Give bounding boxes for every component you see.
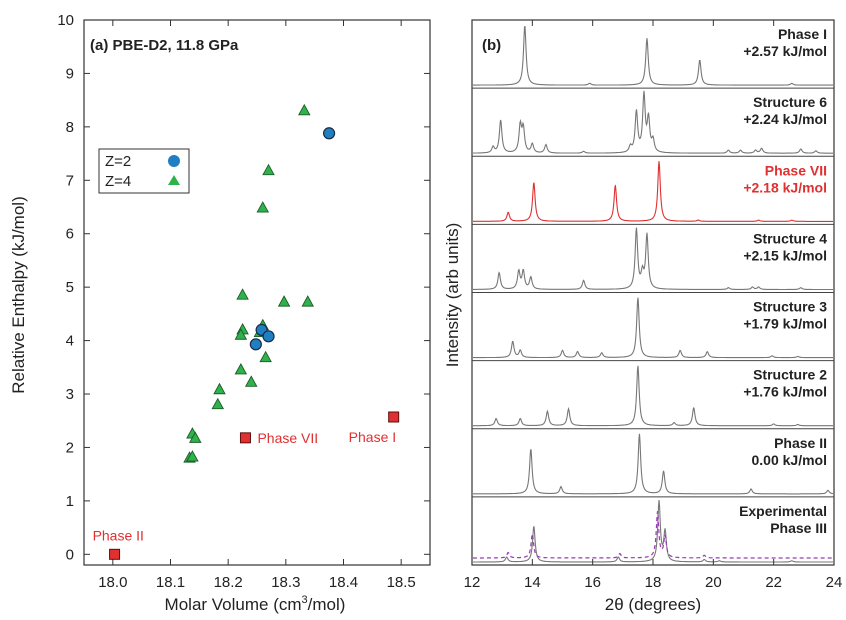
trace-label-name: Phase VII [765,162,827,178]
data-point-z4 [213,382,226,395]
y-tick-label: 0 [66,546,74,563]
trace-label-energy: 0.00 kJ/mol [752,452,828,468]
panel-a-ticks: 18.0 18.1 18.2 18.3 18.4 18.5 0 1 2 3 4 5 6 7 8 9 10 [57,12,430,591]
xrd-trace [473,161,833,222]
xrd-trace [473,433,834,495]
xrd-trace [473,25,833,86]
trace-label-name: Structure 6 [753,94,827,110]
x-tick-label: 12 [464,574,481,591]
trace-label-name: Structure 2 [753,367,827,383]
panel-a-x-axis-label: Molar Volume (cm3/mol) [165,594,346,614]
panel-a-y-axis-label: Relative Enthalpy (kJ/mol) [9,196,28,393]
xrd-trace [473,365,833,427]
data-point-z4 [234,328,248,340]
y-tick-label: 7 [66,172,74,189]
data-point-z4 [262,163,275,176]
data-point-z4 [234,363,248,375]
trace-label-energy: +2.15 kJ/mol [743,247,827,263]
data-point-phase [109,548,121,560]
x-tick-label: 16 [584,574,601,591]
trace-label-energy: +2.24 kJ/mol [743,111,827,127]
panel-b-x-axis-label: 2θ (degrees) [605,595,701,614]
panel-b-trace-labels: Phase I+2.57 kJ/mol Structure 6+2.24 kJ/m… [739,26,827,536]
panel-a-label: (a) PBE-D2, 11.8 GPa [90,37,239,54]
panel-a-frame [83,19,431,566]
y-tick-label: 8 [66,119,74,136]
xrd-trace [473,90,833,154]
x-tick-label: 22 [765,574,782,591]
trace-label-name: Structure 3 [753,299,827,315]
trace-label-name: Structure 4 [753,230,827,246]
data-point-z4 [298,103,311,116]
x-tick-label: 18.0 [98,574,127,591]
trace-label-energy: +1.79 kJ/mol [743,316,827,332]
xrd-trace [473,297,833,359]
data-point-z4 [256,201,270,213]
y-tick-label: 4 [66,333,74,350]
trace-label-energy: Phase III [770,520,827,536]
y-tick-label: 2 [66,439,74,456]
data-point-phase [239,432,251,444]
data-point-z4 [236,288,249,300]
y-tick-label: 9 [66,65,74,82]
data-point-z4 [301,295,315,307]
y-tick-label: 3 [66,386,74,403]
panel-a-scatter: 18.0 18.1 18.2 18.3 18.4 18.5 0 1 2 3 4 5 6 7 8 9 10 Pha… [9,12,431,614]
legend-marker-z4 [168,175,180,185]
legend-label-z2: Z=2 [105,153,131,170]
trace-label-name: Phase I [778,26,827,42]
data-point-phase [388,411,400,423]
panel-b-xrd: 12 14 16 18 20 22 24 Phase I+2.57 kJ/mol Struct… [443,19,843,614]
x-tick-label: 24 [826,574,843,591]
phase-point-label: Phase VII [257,430,318,446]
data-point-z4 [244,375,258,387]
x-tick-label: 20 [705,574,722,591]
x-tick-label: 18.3 [271,574,300,591]
panel-b-y-axis-label: Intensity (arb units) [443,223,462,368]
phase-point-label: Phase II [93,527,144,543]
trace-label-energy: +2.57 kJ/mol [743,43,827,59]
legend: Z=2 Z=4 [98,148,190,194]
panel-b-traces [472,25,834,563]
data-point-z4 [211,397,225,410]
panel-a-points: Phase II Phase VII Phase I [93,103,400,560]
data-point-z4 [277,295,291,307]
trace-label-energy: +1.76 kJ/mol [743,384,827,400]
panel-b-ticks: 12 14 16 18 20 22 24 [464,20,843,591]
y-tick-label: 6 [66,226,74,243]
x-tick-label: 14 [524,574,541,591]
x-tick-label: 18.1 [156,574,185,591]
experimental-overlay [473,511,833,559]
trace-label-energy: +2.18 kJ/mol [743,179,827,195]
x-tick-label: 18 [645,574,662,591]
phase-point-label: Phase I [349,429,396,445]
data-point-z2 [322,127,336,140]
y-tick-label: 1 [66,493,74,510]
y-tick-label: 5 [66,279,74,296]
legend-marker-z2 [168,155,180,167]
xrd-trace [473,500,833,563]
legend-label-z4: Z=4 [105,173,131,190]
trace-label-name: Experimental [739,503,827,519]
xrd-trace [473,227,833,291]
x-tick-label: 18.5 [387,574,416,591]
data-point-z4 [186,450,199,462]
data-point-z4 [259,350,272,363]
x-tick-label: 18.4 [329,574,358,591]
data-point-z2 [262,330,275,343]
data-point-z2 [249,338,262,351]
data-point-z4 [189,431,202,443]
x-tick-label: 18.2 [214,574,243,591]
y-tick-label: 10 [57,12,74,29]
panel-b-label: (b) [482,37,501,54]
trace-label-name: Phase II [774,435,827,451]
